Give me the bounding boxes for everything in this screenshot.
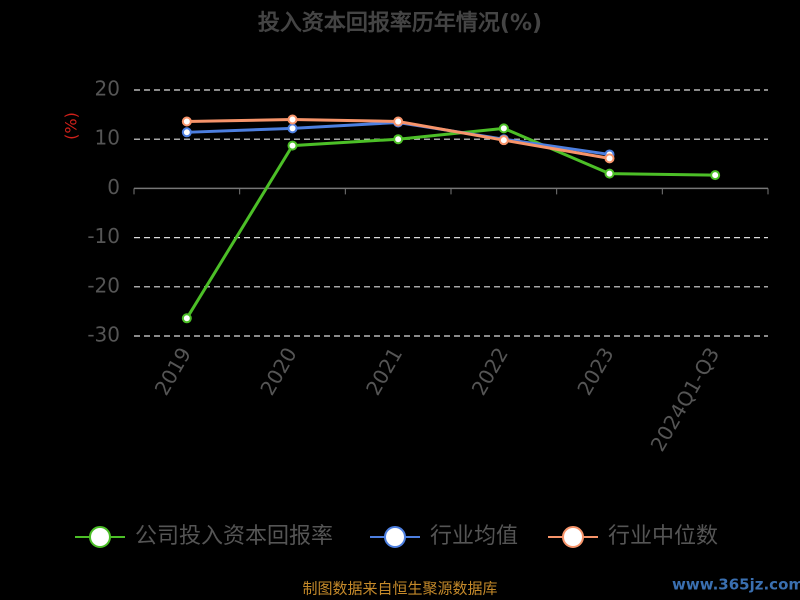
data-point bbox=[604, 168, 615, 179]
data-point bbox=[393, 134, 404, 145]
legend-label: 公司投入资本回报率 bbox=[135, 524, 333, 549]
y-tick-label: -20 bbox=[87, 273, 120, 297]
y-axis-label: (%) bbox=[62, 112, 81, 140]
data-point bbox=[287, 140, 298, 151]
legend-label: 行业中位数 bbox=[608, 524, 718, 549]
data-point bbox=[393, 116, 404, 127]
data-point bbox=[287, 114, 298, 125]
legend-marker bbox=[384, 526, 406, 548]
legend-label: 行业均值 bbox=[430, 524, 518, 549]
data-point bbox=[710, 170, 721, 181]
y-tick-label: 0 bbox=[107, 175, 120, 199]
data-point bbox=[287, 123, 298, 134]
y-tick-label: 10 bbox=[95, 126, 120, 150]
data-point bbox=[181, 127, 192, 138]
y-tick-label: -10 bbox=[87, 224, 120, 248]
legend-marker bbox=[89, 526, 111, 548]
y-tick-label: -30 bbox=[87, 323, 120, 347]
data-point bbox=[181, 116, 192, 127]
watermark: www.365jz.com bbox=[672, 576, 800, 594]
data-point bbox=[181, 313, 192, 324]
source: 制图数据来自恒生聚源数据库 bbox=[302, 580, 497, 598]
legend-marker bbox=[562, 526, 584, 548]
series-line bbox=[185, 126, 716, 320]
data-point bbox=[498, 123, 509, 134]
data-point bbox=[604, 153, 615, 164]
chart-title: 投入资本回报率历年情况(%) bbox=[258, 10, 542, 36]
data-point bbox=[498, 135, 509, 146]
y-tick-label: 20 bbox=[95, 77, 120, 101]
